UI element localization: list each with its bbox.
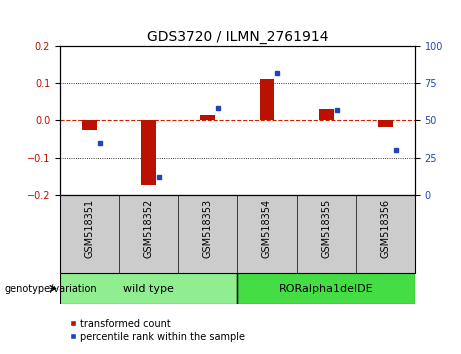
- Text: RORalpha1delDE: RORalpha1delDE: [279, 284, 373, 293]
- Bar: [82, 120, 97, 130]
- Text: GSM518354: GSM518354: [262, 199, 272, 258]
- Text: GSM518351: GSM518351: [84, 199, 95, 258]
- Text: GSM518356: GSM518356: [380, 199, 390, 258]
- Bar: [237, 273, 415, 304]
- Text: genotype/variation: genotype/variation: [5, 284, 97, 293]
- Text: wild type: wild type: [123, 284, 174, 293]
- Bar: [260, 79, 274, 120]
- Bar: [319, 109, 334, 120]
- Bar: [60, 273, 237, 304]
- Title: GDS3720 / ILMN_2761914: GDS3720 / ILMN_2761914: [147, 30, 328, 44]
- Bar: [378, 120, 393, 127]
- Bar: [141, 120, 156, 185]
- Text: GSM518355: GSM518355: [321, 199, 331, 258]
- Bar: [201, 115, 215, 120]
- Text: GSM518352: GSM518352: [144, 199, 154, 258]
- Text: GSM518353: GSM518353: [203, 199, 213, 258]
- Legend: transformed count, percentile rank within the sample: transformed count, percentile rank withi…: [65, 315, 249, 346]
